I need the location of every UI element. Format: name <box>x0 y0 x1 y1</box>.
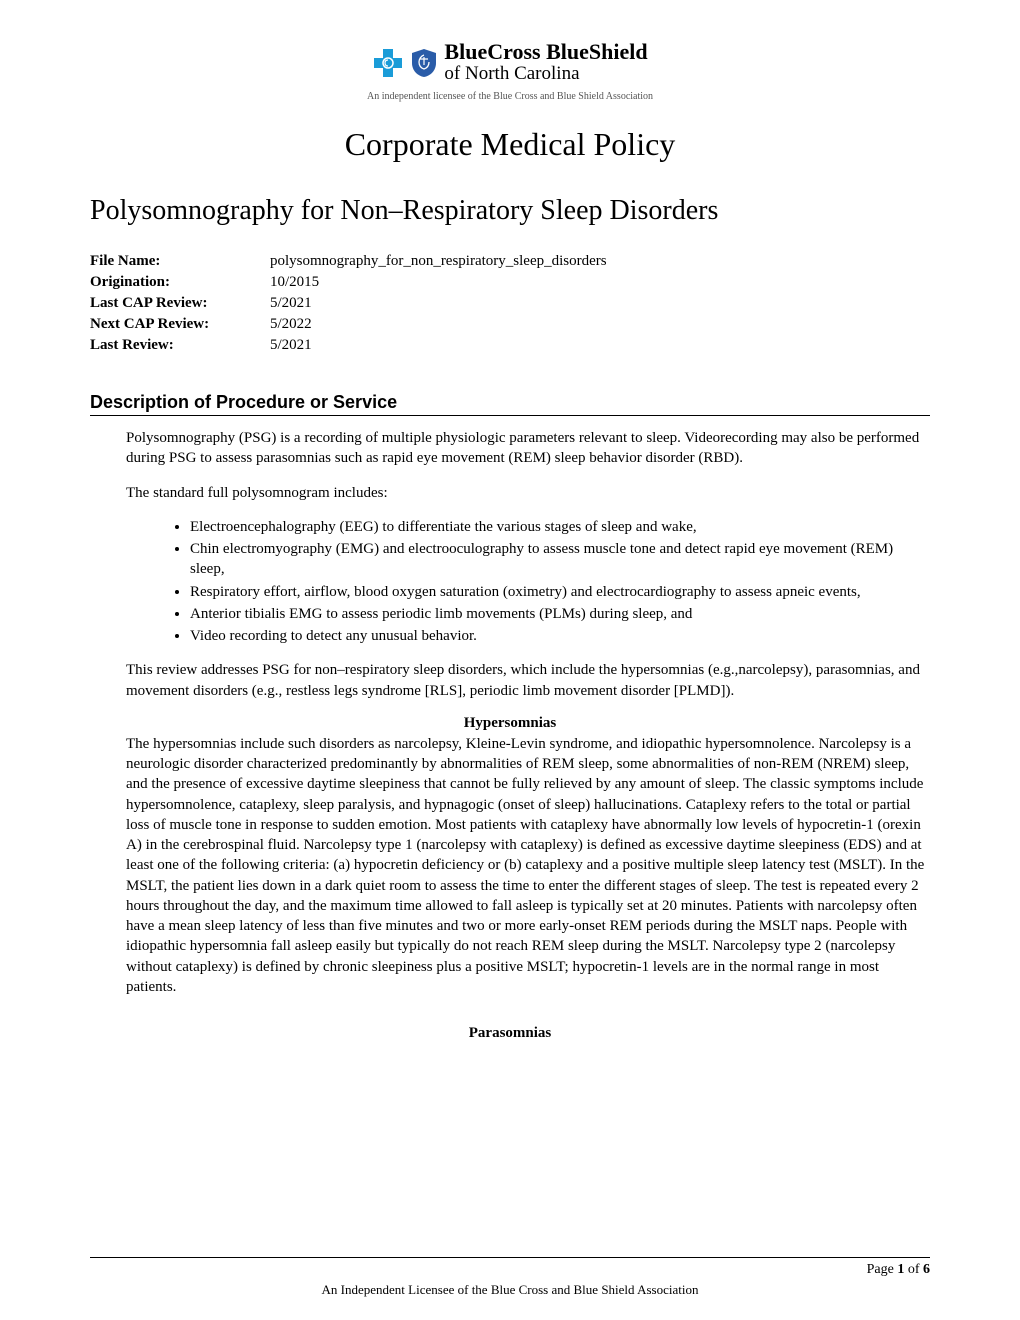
bluecross-icon <box>372 47 404 79</box>
sub-heading-hypersomnias: Hypersomnias <box>90 715 930 732</box>
bullet-item: Anterior tibialis EMG to assess periodic… <box>190 604 930 624</box>
logo-container: BlueCross BlueShield of North Carolina <box>372 40 647 85</box>
meta-value: 5/2021 <box>270 335 930 356</box>
blueshield-icon <box>410 47 438 79</box>
logo-brand-line1: BlueCross BlueShield <box>444 40 647 64</box>
logo-brand-line2: of North Carolina <box>444 64 647 85</box>
page-label: Page <box>867 1262 898 1277</box>
bullet-item: Chin electromyography (EMG) and electroo… <box>190 539 930 580</box>
bullet-item: Electroencephalography (EEG) to differen… <box>190 517 930 537</box>
meta-row-origination: Origination: 10/2015 <box>90 272 930 293</box>
bullet-item: Respiratory effort, airflow, blood oxyge… <box>190 582 930 602</box>
metadata-table: File Name: polysomnography_for_non_respi… <box>90 251 930 356</box>
meta-label: Last Review: <box>90 335 270 356</box>
page-total: 6 <box>923 1262 930 1277</box>
footer-divider <box>90 1257 930 1258</box>
meta-value: 5/2021 <box>270 293 930 314</box>
page-title: Polysomnography for Non–Respiratory Slee… <box>90 195 930 227</box>
meta-row-filename: File Name: polysomnography_for_non_respi… <box>90 251 930 272</box>
meta-label: File Name: <box>90 251 270 272</box>
header-logo-block: BlueCross BlueShield of North Carolina <box>90 40 930 85</box>
logo-subtitle: An independent licensee of the Blue Cros… <box>90 91 930 102</box>
logo-text: BlueCross BlueShield of North Carolina <box>444 40 647 85</box>
page-number: Page 1 of 6 <box>867 1262 930 1278</box>
bullet-list: Electroencephalography (EEG) to differen… <box>190 517 930 647</box>
meta-label: Last CAP Review: <box>90 293 270 314</box>
document-type-title: Corporate Medical Policy <box>90 126 930 163</box>
footer-text: An Independent Licensee of the Blue Cros… <box>0 1282 1020 1298</box>
meta-label: Origination: <box>90 272 270 293</box>
meta-row-lastcap: Last CAP Review: 5/2021 <box>90 293 930 314</box>
bullet-item: Video recording to detect any unusual be… <box>190 626 930 646</box>
meta-row-nextcap: Next CAP Review: 5/2022 <box>90 314 930 335</box>
body-paragraph: Polysomnography (PSG) is a recording of … <box>126 428 930 469</box>
sub-heading-parasomnias: Parasomnias <box>90 1025 930 1042</box>
body-paragraph: This review addresses PSG for non–respir… <box>126 660 930 701</box>
meta-value: 10/2015 <box>270 272 930 293</box>
body-paragraph: The hypersomnias include such disorders … <box>126 734 930 997</box>
meta-label: Next CAP Review: <box>90 314 270 335</box>
meta-value: 5/2022 <box>270 314 930 335</box>
page-of: of <box>904 1262 923 1277</box>
section-heading: Description of Procedure or Service <box>90 392 930 416</box>
meta-value: polysomnography_for_non_respiratory_slee… <box>270 251 930 272</box>
meta-row-lastreview: Last Review: 5/2021 <box>90 335 930 356</box>
body-paragraph: The standard full polysomnogram includes… <box>126 483 930 503</box>
